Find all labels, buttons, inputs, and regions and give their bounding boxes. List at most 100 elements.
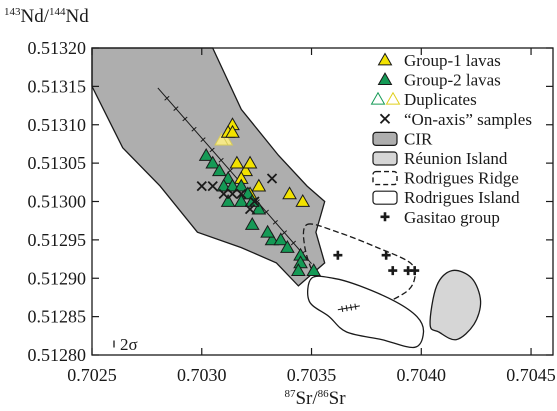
- group2-point: [220, 193, 236, 207]
- x-axis-ticks: 0.7025 0.7030 0.7035 0.7040 0.7045: [67, 48, 556, 385]
- x-label-sup1: 87: [284, 388, 296, 400]
- y-tick-label: 0.51320: [28, 38, 87, 58]
- legend-marker-cir: [372, 131, 398, 146]
- y-tick-label: 0.51305: [28, 153, 87, 173]
- legend-marker-on-axis: [379, 113, 391, 124]
- y-tick-label: 0.51310: [28, 115, 87, 135]
- group1-point: [295, 193, 311, 207]
- group2-point: [251, 201, 267, 215]
- legend-label: CIR: [404, 129, 433, 148]
- on-axis-point: [266, 173, 278, 184]
- error-bar-2sigma: 2σ: [113, 335, 138, 354]
- gasitao-point: [410, 266, 420, 276]
- group2-point: [244, 217, 260, 230]
- on-axis-point: [196, 181, 207, 192]
- x-axis-label: 87Sr/86Sr: [284, 388, 346, 409]
- y-tick-label: 0.51300: [28, 192, 87, 212]
- reunion-island-field: [429, 269, 482, 341]
- group2-point: [233, 178, 249, 192]
- group2-point: [220, 170, 236, 184]
- trend-line-tick: [200, 137, 206, 142]
- x-label-main1: Sr/: [295, 388, 318, 409]
- trend-line-tick: [345, 305, 348, 312]
- legend-marker-group1: [377, 52, 393, 66]
- x-label-sup2: 86: [318, 388, 330, 400]
- on-axis-point: [244, 204, 256, 215]
- group2-point: [280, 240, 295, 253]
- trend-line-tick: [354, 303, 357, 310]
- legend-marker-reunion: [372, 151, 398, 166]
- on-axis-point: [218, 188, 229, 199]
- on-axis-point: [227, 188, 238, 199]
- legend-marker-duplicate-green: [370, 91, 386, 105]
- legend-label: Réunion Island: [404, 149, 508, 168]
- legend-label: Rodrigues Island: [404, 188, 520, 207]
- legend-label: “On-axis” samples: [404, 110, 532, 129]
- x-tick-label: 0.7040: [397, 365, 447, 385]
- error-bar-label: 2σ: [120, 335, 138, 354]
- group2-point: [198, 147, 214, 161]
- legend-marker-gasitao: [380, 212, 390, 222]
- group2-point: [306, 263, 322, 276]
- group2-point: [233, 193, 249, 207]
- legend-label: Group-1 lavas: [404, 51, 501, 70]
- legend-label: Duplicates: [404, 90, 477, 109]
- duplicate-point: [214, 132, 229, 146]
- legend-marker-rodrigues-island: [372, 190, 398, 205]
- legend-label: Gasitao group: [404, 208, 500, 227]
- group2-point: [260, 224, 275, 238]
- trend-line-tick: [182, 116, 188, 122]
- trend-line: [157, 87, 312, 264]
- group2-point: [264, 232, 280, 246]
- y-axis-label: 143Nd/144Nd: [4, 6, 89, 27]
- trend-line-tick: [350, 304, 353, 311]
- y-tick-label: 0.51280: [28, 345, 87, 365]
- rodrigues-island-field: [307, 275, 425, 349]
- x-tick-label: 0.7025: [67, 365, 117, 385]
- on-axis-point: [249, 196, 260, 207]
- group2-point: [290, 263, 306, 276]
- legend-marker-group2: [377, 72, 393, 85]
- legend-label: Group-2 lavas: [404, 71, 501, 90]
- on-axis-point: [207, 181, 218, 192]
- group2-point: [216, 178, 232, 192]
- trend-line-tick: [290, 240, 297, 246]
- trend-line-tick: [227, 168, 233, 173]
- group1-point: [225, 124, 240, 138]
- legend-marker-rodrigues-ridge: [372, 170, 398, 186]
- on-axis-point: [236, 188, 247, 199]
- y-tick-label: 0.51315: [28, 76, 87, 96]
- trend-line-tick: [218, 157, 224, 163]
- gasitao-point: [381, 250, 391, 260]
- y-label-main1: Nd/: [21, 6, 50, 27]
- trend-line-tick: [272, 219, 278, 225]
- trend-line: [337, 305, 360, 311]
- trend-line-tick: [191, 126, 197, 132]
- y-tick-label: 0.51295: [28, 230, 87, 250]
- group2-point: [273, 232, 289, 246]
- x-tick-label: 0.7045: [506, 365, 556, 385]
- trend-line-tick: [164, 95, 170, 101]
- group2-point: [211, 163, 227, 177]
- x-tick-label: 0.7030: [177, 365, 227, 385]
- group1-point: [282, 186, 297, 200]
- x-label-main2: Sr: [329, 388, 347, 409]
- data-points: [196, 117, 420, 276]
- y-label-main2: Nd: [66, 6, 90, 27]
- group2-point: [225, 178, 240, 192]
- gasitao-point: [333, 250, 343, 260]
- group2-point: [240, 186, 256, 200]
- x-tick-label: 0.7035: [287, 365, 337, 385]
- gasitao-point: [388, 266, 398, 276]
- legend-label: Rodrigues Ridge: [404, 169, 519, 188]
- axes: 0.7025 0.7030 0.7035 0.7040 0.7045 0.513200.…: [28, 38, 556, 385]
- group1-point: [251, 178, 267, 192]
- trend-line-tick: [341, 305, 344, 312]
- trend-line-tick: [209, 147, 215, 153]
- group2-point: [205, 155, 221, 169]
- y-label-sup1: 143: [4, 6, 21, 18]
- legend-marker-duplicate-yellow: [385, 91, 401, 105]
- group1-point: [242, 155, 258, 169]
